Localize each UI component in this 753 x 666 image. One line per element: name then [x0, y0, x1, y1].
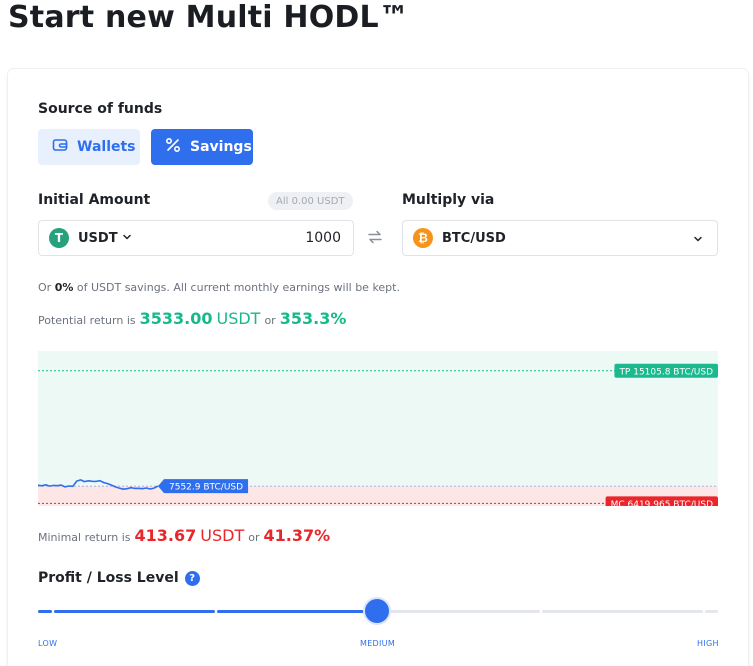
percent-icon	[165, 137, 181, 157]
bitcoin-icon: ₿	[413, 228, 433, 248]
slider-track-empty	[379, 610, 540, 613]
profit-zone	[38, 351, 718, 487]
minimal-return: Minimal return is 413.67 USDT or 41.37%	[38, 526, 330, 545]
minimal-return-percent: 41.37%	[263, 526, 331, 545]
wallet-icon	[52, 137, 68, 157]
savings-note: Or 0% of USDT savings. All current month…	[38, 281, 400, 294]
take-profit-tag-text: TP 15105.8 BTC/USD	[618, 367, 713, 377]
savings-button[interactable]: Savings	[151, 129, 253, 165]
tether-icon: T	[49, 228, 69, 248]
currency-selector[interactable]: USDT	[78, 231, 132, 246]
potential-return-percent: 353.3%	[279, 309, 347, 328]
price-series-line	[38, 479, 159, 490]
profit-loss-level-label: Profit / Loss Level?	[38, 570, 200, 586]
margin-call-tag-text: MC 6419.965 BTC/USD	[611, 500, 713, 506]
help-icon[interactable]: ?	[184, 571, 200, 586]
slider-track-filled	[38, 610, 52, 613]
amount-input[interactable]	[221, 230, 341, 246]
page-title: Start new Multi HODL™	[8, 0, 410, 35]
slider-track-filled	[54, 610, 215, 613]
all-balance-button[interactable]: All 0.00 USDT	[268, 192, 353, 210]
margin-call-tag	[605, 496, 718, 506]
slider-track-empty	[542, 610, 703, 613]
slider-track-filled	[217, 610, 377, 613]
wallets-button[interactable]: Wallets	[38, 129, 140, 165]
savings-button-label: Savings	[190, 139, 252, 155]
minimal-return-amount: 413.67	[134, 526, 197, 545]
price-chart: TP 15105.8 BTC/USD MC 6419.965 BTC/USD 755…	[38, 351, 718, 506]
wallets-button-label: Wallets	[77, 139, 136, 155]
potential-return-amount: 3533.00	[139, 309, 213, 328]
potential-return: Potential return is 3533.00 USDT or 353.…	[38, 309, 346, 328]
take-profit-tag	[614, 363, 718, 378]
pair-select[interactable]: ₿ BTC/USD	[402, 220, 718, 256]
potential-return-or: or	[264, 314, 276, 327]
multiply-via-label: Multiply via	[402, 192, 495, 208]
potential-return-unit: USDT	[216, 309, 261, 328]
multi-hodl-form: Source of funds Wallets Savings Initial …	[8, 69, 748, 666]
tick-low: LOW	[38, 639, 58, 648]
slider-track-empty	[705, 610, 718, 613]
minimal-return-or: or	[248, 531, 260, 544]
currency-label: USDT	[78, 230, 118, 246]
slider-handle[interactable]	[363, 597, 391, 625]
savings-note-suffix: of USDT savings. All current monthly ear…	[76, 281, 400, 294]
initial-amount-label: Initial Amount	[38, 192, 151, 208]
chevron-down-icon	[122, 231, 132, 246]
profit-loss-level-text: Profit / Loss Level	[38, 570, 179, 586]
pair-label: BTC/USD	[442, 230, 506, 246]
chevron-down-icon	[693, 229, 703, 248]
profit-loss-slider[interactable]	[38, 597, 718, 627]
current-price-tag	[158, 479, 249, 494]
savings-note-prefix: Or	[38, 281, 52, 294]
tick-medium: MEDIUM	[360, 639, 396, 648]
minimal-return-unit: USDT	[200, 526, 245, 545]
savings-percent: 0%	[54, 281, 74, 294]
tick-high: HIGH	[697, 639, 719, 648]
current-price-tag-text: 7552.9 BTC/USD	[169, 483, 243, 493]
source-of-funds-label: Source of funds	[38, 101, 163, 117]
initial-amount-field: T USDT	[38, 220, 354, 256]
swap-icon[interactable]	[367, 229, 383, 249]
potential-return-label: Potential return is	[38, 314, 136, 327]
minimal-return-label: Minimal return is	[38, 531, 131, 544]
